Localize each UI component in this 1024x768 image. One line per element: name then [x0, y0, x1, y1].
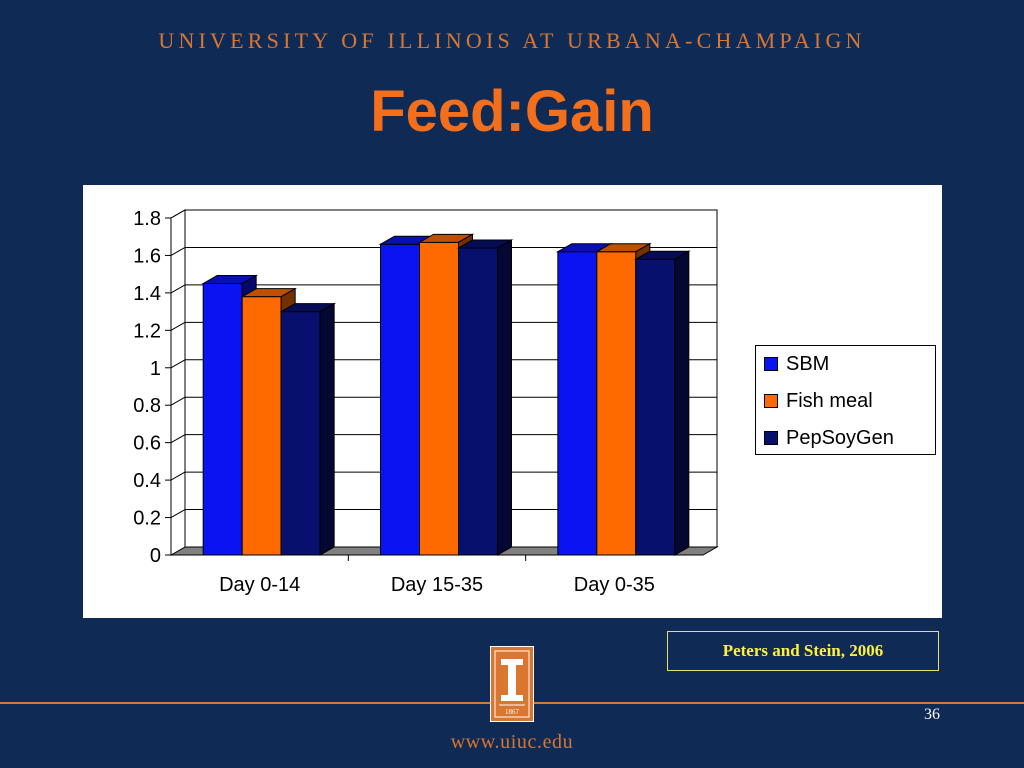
- gridline-side: [170, 471, 186, 481]
- gridline-side: [170, 321, 186, 331]
- page-number: 36: [924, 706, 940, 723]
- y-tick-label: 1: [150, 358, 161, 380]
- y-tick-label: 1.4: [133, 283, 161, 305]
- gridline-side: [170, 359, 186, 369]
- bar-fish-meal-2: [419, 241, 459, 556]
- bar-pepsoygen-3-side: [674, 250, 690, 556]
- bar-pepsoygen-1: [280, 311, 321, 556]
- chart-legend: SBM Fish meal PepSoyGen: [755, 345, 936, 455]
- bar-sbm-2: [380, 243, 420, 556]
- y-tick-label: 1.8: [133, 208, 161, 230]
- y-tick-label: 0.4: [133, 470, 161, 492]
- university-name: UNIVERSITY OF ILLINOIS AT URBANA-CHAMPAI…: [158, 28, 866, 53]
- legend-item-fish-meal: Fish meal: [764, 389, 873, 413]
- legend-item-sbm: SBM: [764, 352, 829, 376]
- bar-sbm-3: [557, 251, 598, 556]
- x-category-label: Day 0-14: [219, 574, 300, 596]
- gridline-side: [170, 434, 186, 444]
- bar-chart: 0 0.2 0.4 0.6 0.8 1 1.2 1.4 1.6 1.8 Day 0-14 Day 15…: [133, 208, 719, 596]
- chart-area: 0 0.2 0.4 0.6 0.8 1 1.2 1.4 1.6 1.8 Day 0-14 Day 15…: [83, 185, 942, 618]
- gridline-side: [170, 284, 186, 294]
- x-category-label: Day 0-35: [574, 574, 655, 596]
- x-category-label: Day 15-35: [391, 574, 483, 596]
- gridline-side: [170, 209, 186, 219]
- legend-swatch-pepsoygen: [764, 431, 778, 445]
- gridline-side: [170, 396, 186, 406]
- y-tick-label: 0.8: [133, 395, 161, 417]
- illinois-i-icon: 1867: [494, 650, 530, 718]
- university-seal-logo: 1867: [490, 646, 534, 722]
- y-tick-label: 1.6: [133, 245, 161, 267]
- footer-url: www.uiuc.edu: [450, 731, 574, 753]
- legend-label-pepsoygen: PepSoyGen: [786, 426, 894, 449]
- bar-fish-meal-1: [241, 296, 282, 556]
- bar-pepsoygen-1-side: [319, 302, 335, 556]
- bar-pepsoygen-2-side: [497, 239, 512, 556]
- chart-side-wall: [170, 209, 186, 556]
- y-tick-label: 0.6: [133, 433, 161, 455]
- bar-fish-meal-3: [596, 251, 637, 556]
- y-tick-label: 0: [150, 545, 161, 567]
- bar-pepsoygen-3: [635, 258, 676, 556]
- legend-label-sbm: SBM: [786, 352, 830, 375]
- y-tick-label: 1.2: [133, 320, 161, 342]
- gridline-side: [170, 509, 186, 518]
- legend-item-pepsoygen: PepSoyGen: [764, 426, 894, 450]
- bar-pepsoygen-2: [458, 247, 498, 556]
- legend-swatch-sbm: [764, 357, 778, 371]
- y-tick-label: 0.2: [133, 508, 161, 530]
- gridline-side: [170, 247, 186, 256]
- legend-label-fish-meal: Fish meal: [786, 389, 873, 412]
- slide-title: Feed:Gain: [370, 79, 654, 144]
- bar-sbm-1: [202, 283, 243, 556]
- logo-year: 1867: [505, 708, 520, 716]
- legend-swatch-fish-meal: [764, 394, 778, 408]
- citation-box: Peters and Stein, 2006: [667, 631, 939, 671]
